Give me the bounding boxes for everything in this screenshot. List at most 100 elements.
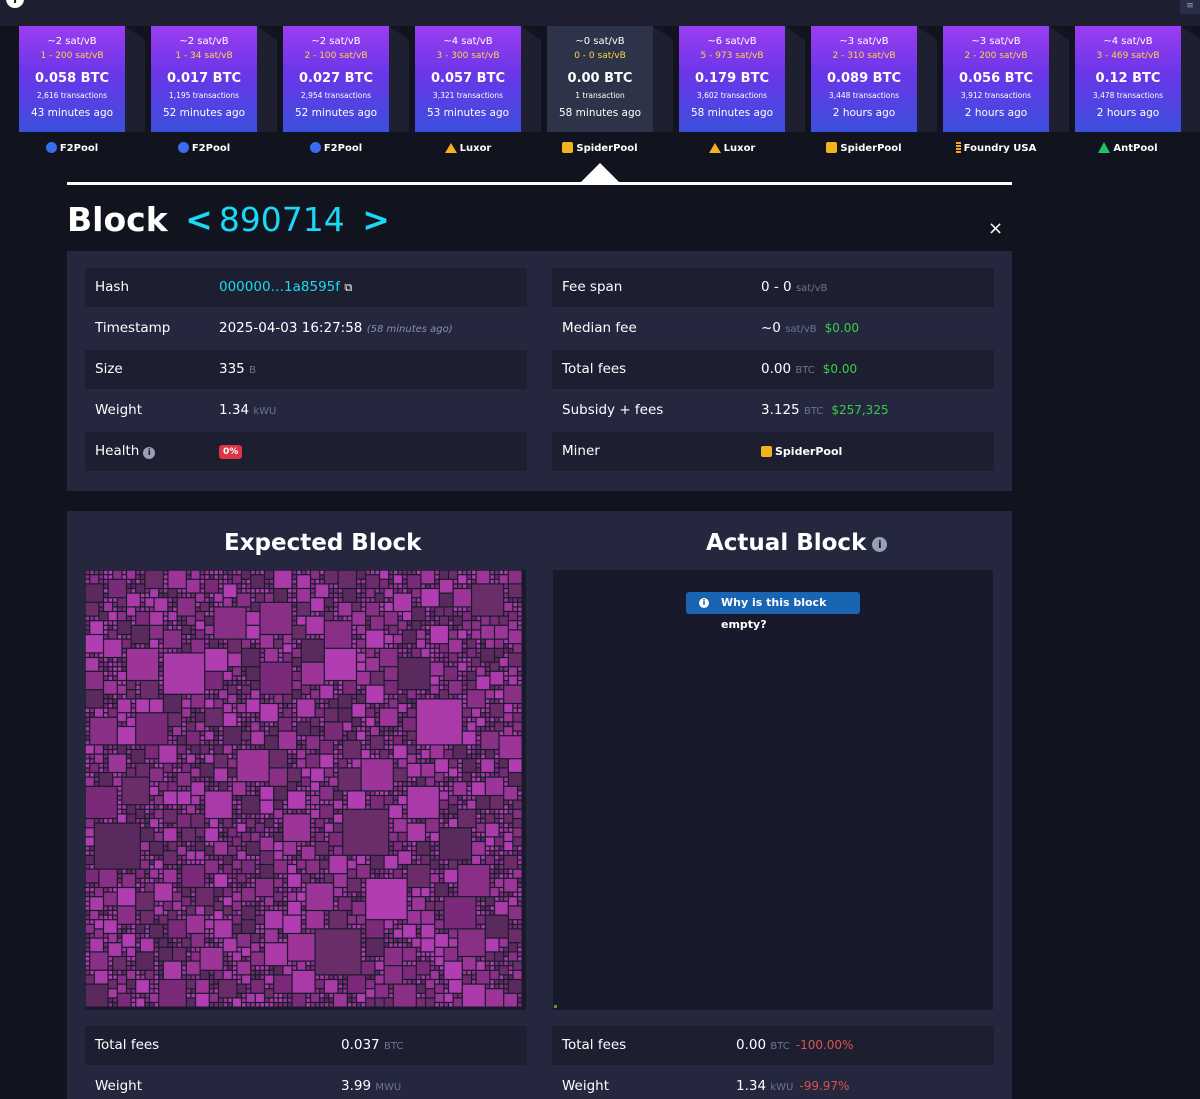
transaction-square[interactable]: [421, 648, 430, 657]
transaction-square[interactable]: [508, 773, 522, 786]
transaction-square[interactable]: [370, 975, 375, 979]
transaction-square[interactable]: [439, 685, 444, 690]
transaction-square[interactable]: [145, 598, 154, 607]
transaction-square[interactable]: [499, 828, 504, 832]
transaction-square[interactable]: [214, 745, 223, 754]
transaction-square[interactable]: [435, 915, 439, 920]
transaction-square[interactable]: [435, 846, 439, 851]
transaction-square[interactable]: [104, 888, 108, 892]
transaction-square[interactable]: [242, 975, 251, 984]
transaction-square[interactable]: [246, 786, 251, 791]
transaction-square[interactable]: [163, 869, 177, 883]
transaction-square[interactable]: [90, 897, 103, 910]
transaction-square[interactable]: [297, 809, 301, 814]
transaction-square[interactable]: [311, 685, 315, 690]
transaction-square[interactable]: [85, 915, 90, 920]
transaction-square[interactable]: [430, 625, 448, 644]
transaction-square[interactable]: [278, 998, 283, 1002]
transaction-square[interactable]: [357, 653, 366, 662]
transaction-square[interactable]: [476, 837, 481, 841]
transaction-square[interactable]: [472, 970, 476, 975]
transaction-square[interactable]: [186, 593, 191, 598]
transaction-square[interactable]: [366, 648, 375, 657]
transaction-square[interactable]: [389, 929, 393, 933]
transaction-square[interactable]: [292, 690, 301, 699]
transaction-square[interactable]: [320, 717, 324, 722]
transaction-square[interactable]: [375, 722, 379, 726]
transaction-square[interactable]: [283, 694, 292, 703]
transaction-square[interactable]: [407, 777, 412, 782]
transaction-square[interactable]: [416, 759, 421, 763]
transaction-square[interactable]: [311, 837, 315, 841]
transaction-square[interactable]: [159, 970, 163, 975]
transaction-square[interactable]: [94, 823, 140, 869]
transaction-square[interactable]: [278, 635, 283, 639]
transaction-square[interactable]: [311, 598, 324, 611]
transaction-square[interactable]: [196, 612, 205, 621]
transaction-square[interactable]: [85, 671, 103, 690]
transaction-square[interactable]: [476, 814, 481, 818]
transaction-square[interactable]: [324, 621, 352, 648]
transaction-square[interactable]: [242, 814, 246, 818]
transaction-square[interactable]: [403, 814, 407, 818]
transaction-square[interactable]: [485, 639, 494, 648]
transaction-square[interactable]: [334, 874, 347, 887]
transaction-square[interactable]: [237, 589, 241, 593]
transaction-square[interactable]: [260, 589, 264, 593]
transaction-square[interactable]: [117, 694, 122, 699]
expected-block-visualization[interactable]: [85, 570, 526, 1010]
transaction-square[interactable]: [292, 727, 297, 731]
transaction-square[interactable]: [375, 874, 379, 878]
transaction-square[interactable]: [104, 906, 108, 910]
transaction-square[interactable]: [104, 570, 108, 575]
transaction-square[interactable]: [136, 713, 168, 745]
transaction-square[interactable]: [458, 777, 462, 782]
transaction-square[interactable]: [508, 809, 513, 814]
block-card[interactable]: ~0 sat/vB 0 - 0 sat/vB 0.00 BTC 1 transacti…: [547, 26, 673, 132]
transaction-square[interactable]: [403, 579, 407, 584]
transaction-square[interactable]: [481, 616, 490, 625]
transaction-square[interactable]: [320, 704, 324, 708]
transaction-square[interactable]: [205, 754, 214, 763]
transaction-square[interactable]: [311, 570, 320, 579]
transaction-square[interactable]: [439, 819, 444, 823]
transaction-square[interactable]: [430, 607, 435, 611]
transaction-square[interactable]: [122, 924, 126, 929]
transaction-square[interactable]: [476, 897, 481, 901]
transaction-square[interactable]: [407, 690, 416, 699]
transaction-square[interactable]: [435, 644, 439, 648]
transaction-square[interactable]: [196, 763, 200, 768]
transaction-square[interactable]: [85, 911, 90, 915]
transaction-square[interactable]: [255, 869, 260, 874]
transaction-square[interactable]: [104, 938, 108, 943]
transaction-square[interactable]: [186, 842, 191, 846]
transaction-square[interactable]: [260, 722, 264, 726]
transaction-square[interactable]: [145, 745, 159, 759]
transaction-square[interactable]: [389, 570, 393, 575]
transaction-square[interactable]: [449, 791, 453, 795]
transaction-square[interactable]: [182, 621, 186, 625]
transaction-square[interactable]: [85, 819, 94, 828]
transaction-square[interactable]: [407, 745, 416, 754]
transaction-square[interactable]: [186, 805, 195, 814]
transaction-square[interactable]: [136, 938, 140, 943]
transaction-square[interactable]: [209, 602, 214, 607]
transaction-square[interactable]: [205, 570, 209, 575]
transaction-square[interactable]: [444, 782, 448, 786]
transaction-square[interactable]: [416, 934, 421, 938]
transaction-square[interactable]: [320, 736, 324, 740]
transaction-square[interactable]: [251, 883, 255, 887]
transaction-square[interactable]: [140, 938, 154, 952]
transaction-square[interactable]: [104, 763, 108, 768]
transaction-square[interactable]: [136, 878, 140, 883]
transaction-square[interactable]: [384, 736, 389, 740]
transaction-square[interactable]: [481, 648, 494, 662]
transaction-square[interactable]: [366, 621, 370, 625]
block-cube[interactable]: ~2 sat/vB 2 - 100 sat/vB 0.027 BTC 2,954 tr…: [283, 26, 389, 132]
transaction-square[interactable]: [186, 989, 191, 993]
transaction-square[interactable]: [490, 869, 494, 874]
transaction-square[interactable]: [311, 929, 315, 933]
transaction-square[interactable]: [196, 837, 200, 841]
transaction-square[interactable]: [352, 639, 356, 644]
transaction-square[interactable]: [361, 690, 366, 694]
